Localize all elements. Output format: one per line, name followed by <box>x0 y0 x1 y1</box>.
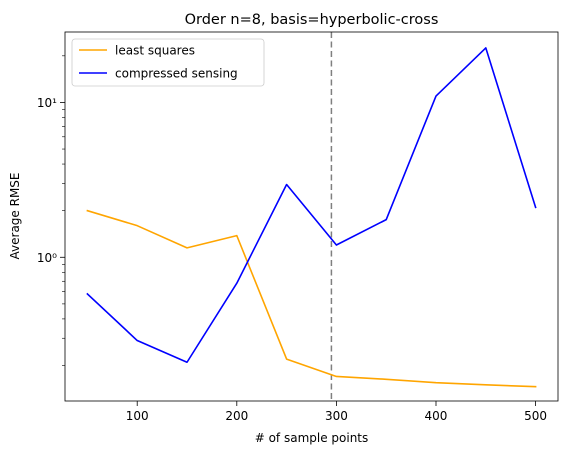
data-point-compressed-sensing <box>136 340 138 342</box>
x-tick-label: 100 <box>126 409 149 423</box>
data-point-least-squares <box>136 225 138 227</box>
data-point-least-squares <box>385 378 387 380</box>
data-point-least-squares <box>535 386 537 388</box>
x-tick-label: 200 <box>225 409 248 423</box>
data-point-least-squares <box>485 384 487 386</box>
data-point-compressed-sensing <box>535 207 537 209</box>
x-tick-label: 400 <box>425 409 448 423</box>
data-point-compressed-sensing <box>336 244 338 246</box>
x-tick-label: 300 <box>325 409 348 423</box>
chart-title: Order n=8, basis=hyperbolic-cross <box>185 12 439 28</box>
legend-label-least-squares: least squares <box>115 44 195 58</box>
series-group <box>86 47 537 388</box>
y-axis-minor-ticks <box>62 55 65 366</box>
y-axis-label: Average RMSE <box>8 173 22 260</box>
series-line-compressed-sensing <box>86 47 537 364</box>
data-point-least-squares <box>336 376 338 378</box>
data-point-compressed-sensing <box>435 95 437 97</box>
plot-area <box>65 32 558 401</box>
data-point-compressed-sensing <box>485 47 487 49</box>
legend: least squares compressed sensing <box>71 38 265 87</box>
data-point-least-squares <box>435 382 437 384</box>
y-tick-label: 10¹ <box>37 96 57 110</box>
y-tick-label: 10⁰ <box>37 251 57 265</box>
data-point-least-squares <box>186 247 188 249</box>
legend-box <box>71 38 265 87</box>
data-point-least-squares <box>286 358 288 360</box>
data-point-compressed-sensing <box>385 219 387 221</box>
x-axis-label: # of sample points <box>255 431 369 445</box>
x-tick-label: 500 <box>524 409 547 423</box>
y-axis-ticks: 10⁰ 10¹ <box>37 96 65 265</box>
series-line-least-squares <box>86 209 537 388</box>
plot-border <box>64 31 559 402</box>
data-point-compressed-sensing <box>87 293 89 295</box>
legend-label-compressed-sensing: compressed sensing <box>115 67 238 81</box>
data-point-compressed-sensing <box>186 361 188 363</box>
data-point-least-squares <box>236 235 238 237</box>
data-point-compressed-sensing <box>236 282 238 284</box>
x-axis-ticks: 100 200 300 400 500 <box>126 401 547 423</box>
data-point-compressed-sensing <box>286 184 288 186</box>
data-point-least-squares <box>87 210 89 212</box>
